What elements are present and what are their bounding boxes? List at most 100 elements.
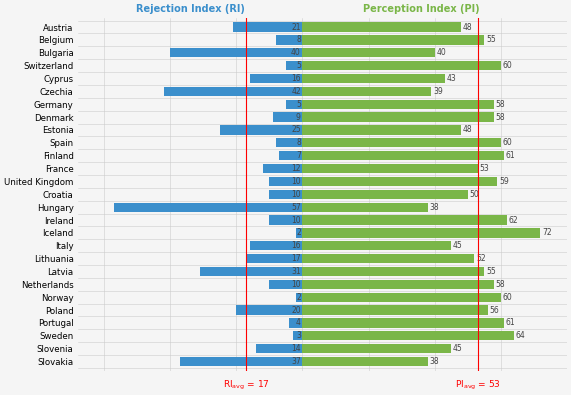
Text: 38: 38 [430, 203, 439, 212]
Bar [303, 215, 508, 225]
Bar [246, 254, 303, 263]
Text: 53: 53 [479, 164, 489, 173]
Text: 9: 9 [296, 113, 301, 122]
Text: 10: 10 [291, 177, 301, 186]
Text: 17: 17 [291, 254, 301, 263]
Text: 25: 25 [291, 126, 301, 134]
Bar [220, 125, 303, 135]
Bar [114, 203, 303, 212]
Bar [256, 344, 303, 353]
Bar [303, 267, 484, 276]
Text: 2: 2 [296, 228, 301, 237]
Bar [303, 100, 494, 109]
Bar [289, 318, 303, 327]
Bar [303, 23, 461, 32]
Bar [303, 48, 435, 57]
Bar [263, 164, 303, 173]
Bar [292, 331, 303, 340]
Text: 38: 38 [430, 357, 439, 366]
Text: 12: 12 [291, 164, 301, 173]
Bar [303, 331, 514, 340]
Bar [170, 48, 303, 57]
Bar [250, 241, 303, 250]
Text: 16: 16 [291, 241, 301, 250]
Text: 45: 45 [453, 344, 463, 353]
Text: 45: 45 [453, 241, 463, 250]
Bar [270, 190, 303, 199]
Text: 3: 3 [296, 331, 301, 340]
Bar [236, 305, 303, 315]
Bar [286, 100, 303, 109]
Text: 62: 62 [509, 216, 518, 224]
Bar [303, 61, 501, 70]
Bar [303, 318, 504, 327]
Text: 58: 58 [496, 100, 505, 109]
Text: 61: 61 [506, 318, 515, 327]
Text: Rejection Index (RI): Rejection Index (RI) [136, 4, 244, 13]
Text: 21: 21 [291, 23, 301, 32]
Text: 8: 8 [296, 36, 301, 44]
Text: 56: 56 [489, 306, 499, 314]
Bar [303, 203, 428, 212]
Bar [303, 164, 477, 173]
Bar [279, 151, 303, 160]
Bar [286, 61, 303, 70]
Bar [303, 113, 494, 122]
Bar [296, 228, 303, 237]
Text: $\mathregular{PI_{avg}}$ = 53: $\mathregular{PI_{avg}}$ = 53 [455, 379, 501, 392]
Bar [303, 305, 488, 315]
Text: 5: 5 [296, 61, 301, 70]
Text: 43: 43 [446, 74, 456, 83]
Text: 60: 60 [502, 61, 512, 70]
Text: 4: 4 [296, 318, 301, 327]
Bar [303, 74, 445, 83]
Bar [303, 190, 468, 199]
Bar [273, 113, 303, 122]
Text: 10: 10 [291, 190, 301, 199]
Text: 39: 39 [433, 87, 443, 96]
Text: 10: 10 [291, 216, 301, 224]
Text: 72: 72 [542, 228, 552, 237]
Bar [303, 151, 504, 160]
Text: 42: 42 [291, 87, 301, 96]
Text: 31: 31 [291, 267, 301, 276]
Text: 10: 10 [291, 280, 301, 289]
Text: 55: 55 [486, 267, 496, 276]
Text: 2: 2 [296, 293, 301, 302]
Bar [270, 177, 303, 186]
Bar [303, 280, 494, 289]
Bar [303, 254, 475, 263]
Bar [303, 293, 501, 302]
Text: 5: 5 [296, 100, 301, 109]
Bar [180, 357, 303, 366]
Text: 64: 64 [516, 331, 525, 340]
Bar [303, 87, 431, 96]
Text: 61: 61 [506, 151, 515, 160]
Text: 37: 37 [291, 357, 301, 366]
Bar [303, 357, 428, 366]
Text: 60: 60 [502, 138, 512, 147]
Bar [233, 23, 303, 32]
Bar [303, 138, 501, 147]
Bar [276, 138, 303, 147]
Bar [303, 125, 461, 135]
Bar [270, 215, 303, 225]
Bar [303, 241, 451, 250]
Text: 14: 14 [291, 344, 301, 353]
Bar [303, 344, 451, 353]
Text: 59: 59 [499, 177, 509, 186]
Text: 8: 8 [296, 138, 301, 147]
Text: 58: 58 [496, 113, 505, 122]
Text: 16: 16 [291, 74, 301, 83]
Bar [250, 74, 303, 83]
Bar [296, 293, 303, 302]
Bar [270, 280, 303, 289]
Bar [303, 35, 484, 45]
Text: 48: 48 [463, 23, 472, 32]
Text: 48: 48 [463, 126, 472, 134]
Bar [164, 87, 303, 96]
Text: 40: 40 [436, 48, 446, 57]
Text: 50: 50 [469, 190, 479, 199]
Text: 52: 52 [476, 254, 485, 263]
Text: 7: 7 [296, 151, 301, 160]
